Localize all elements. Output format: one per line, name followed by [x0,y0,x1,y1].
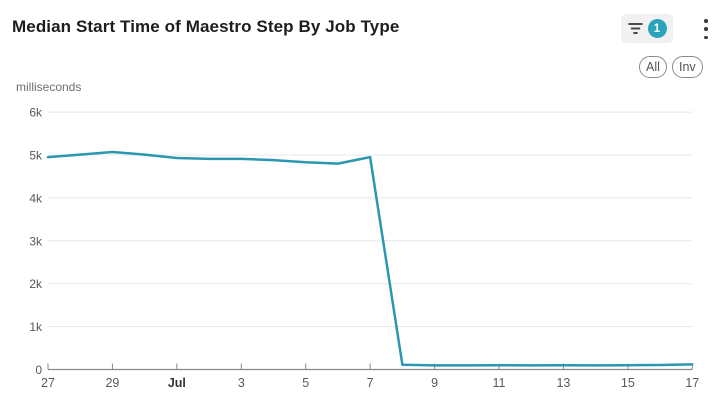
y-axis-tick-label: 5k [29,149,43,163]
y-axis-tick-label: 3k [29,234,43,248]
y-axis-tick-label: 2k [29,277,43,291]
inv-filter-pill[interactable]: Inv [672,56,703,78]
kebab-dot [704,27,708,31]
x-axis-tick-label: 29 [105,376,119,390]
data-series-line[interactable] [46,150,694,367]
y-axis-tick-label: 0 [35,363,42,377]
x-axis-tick-label: 5 [302,376,309,390]
x-axis-tick-label: 9 [431,376,438,390]
y-axis-tick-label: 1k [29,320,43,334]
x-axis-tick-label: 15 [621,376,635,390]
x-axis-tick-label: 17 [685,376,699,390]
x-axis-tick-label: 27 [41,376,55,390]
kebab-dot [704,19,708,23]
y-axis-tick-label: 6k [29,106,43,120]
filter-count-badge: 1 [647,19,667,38]
x-axis-tick-label: 13 [556,376,570,390]
x-axis-tick-label: 11 [493,376,506,390]
y-axis-tick-label: 4k [29,191,43,205]
x-axis-tick-label: Jul [168,376,186,390]
x-axis-tick-label: 3 [238,376,245,390]
all-filter-pill[interactable]: All [639,56,667,78]
filter-button[interactable]: 1 [621,14,673,43]
filter-icon [627,22,643,35]
kebab-dot [704,35,708,39]
page-title: Median Start Time of Maestro Step By Job… [12,17,400,36]
x-axis-tick-label: 7 [367,376,374,390]
y-axis-unit-label: milliseconds [16,80,82,94]
more-options-button[interactable] [698,16,714,42]
